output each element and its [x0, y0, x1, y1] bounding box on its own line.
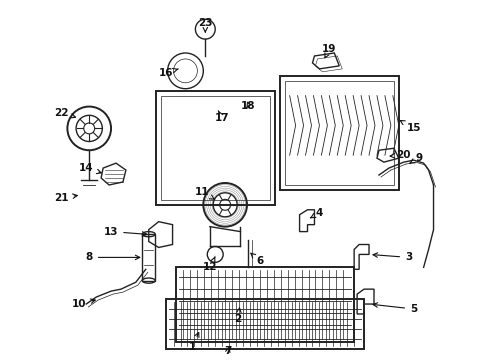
Text: 16: 16 — [158, 68, 178, 78]
Text: 18: 18 — [241, 100, 255, 111]
Text: 2: 2 — [234, 308, 242, 324]
Bar — [285, 81, 394, 185]
Text: 19: 19 — [322, 44, 337, 58]
Text: 1: 1 — [189, 333, 199, 352]
Text: 23: 23 — [198, 18, 213, 32]
Text: 12: 12 — [203, 257, 218, 272]
Text: 5: 5 — [373, 303, 417, 314]
Bar — [156, 91, 275, 205]
Text: 14: 14 — [79, 163, 101, 174]
Text: 13: 13 — [104, 226, 147, 237]
Text: 6: 6 — [251, 253, 264, 266]
Text: 9: 9 — [410, 153, 422, 163]
Bar — [166, 299, 364, 349]
Bar — [280, 76, 399, 190]
Text: 7: 7 — [224, 346, 232, 356]
Text: 20: 20 — [390, 150, 411, 160]
Text: 15: 15 — [400, 121, 421, 134]
Text: 17: 17 — [215, 111, 229, 123]
Bar — [175, 267, 354, 342]
Text: 10: 10 — [72, 299, 95, 309]
Bar — [161, 96, 270, 200]
Bar — [142, 234, 155, 280]
Text: 21: 21 — [54, 193, 77, 203]
Text: 3: 3 — [373, 252, 413, 262]
Text: 11: 11 — [195, 187, 215, 199]
Text: 22: 22 — [54, 108, 75, 118]
Text: 4: 4 — [311, 208, 323, 218]
Text: 8: 8 — [86, 252, 140, 262]
